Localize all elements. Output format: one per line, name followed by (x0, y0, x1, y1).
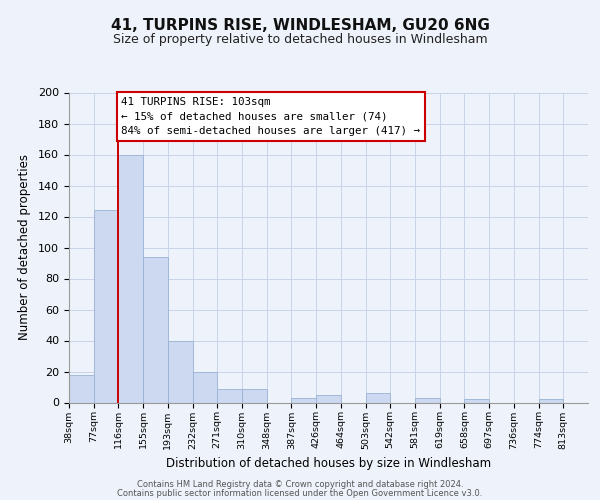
Bar (143, 257, 168, 402)
Bar (415, 398, 440, 402)
Bar (94, 210, 118, 402)
Bar (464, 400, 489, 402)
Text: 41, TURPINS RISE, WINDLESHAM, GU20 6NG: 41, TURPINS RISE, WINDLESHAM, GU20 6NG (110, 18, 490, 32)
Bar (365, 393, 390, 402)
X-axis label: Distribution of detached houses by size in Windlesham: Distribution of detached houses by size … (166, 457, 491, 470)
Text: Size of property relative to detached houses in Windlesham: Size of property relative to detached ho… (113, 32, 487, 46)
Y-axis label: Number of detached properties: Number of detached properties (18, 154, 31, 340)
Bar (539, 400, 563, 402)
Bar (168, 340, 193, 402)
Bar (118, 154, 143, 402)
Text: Contains public sector information licensed under the Open Government Licence v3: Contains public sector information licen… (118, 488, 482, 498)
Bar (316, 395, 341, 402)
Bar (69, 374, 94, 402)
Bar (242, 388, 267, 402)
Text: 41 TURPINS RISE: 103sqm
← 15% of detached houses are smaller (74)
84% of semi-de: 41 TURPINS RISE: 103sqm ← 15% of detache… (121, 97, 421, 136)
Bar (217, 388, 242, 402)
Text: Contains HM Land Registry data © Crown copyright and database right 2024.: Contains HM Land Registry data © Crown c… (137, 480, 463, 489)
Bar (193, 372, 217, 402)
Bar (292, 398, 316, 402)
